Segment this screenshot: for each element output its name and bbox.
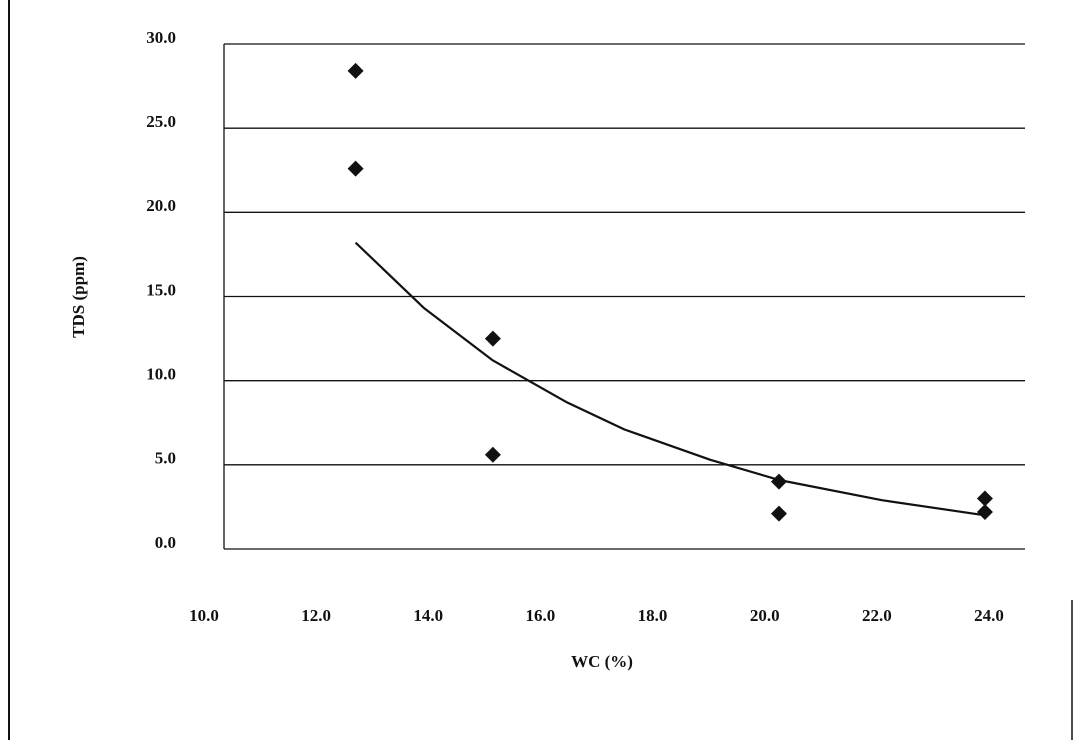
- x-tick-label: 10.0: [189, 606, 219, 625]
- x-tick-label: 18.0: [638, 606, 668, 625]
- data-point: [347, 62, 364, 79]
- y-tick-label: 30.0: [146, 28, 176, 47]
- data-point: [976, 490, 993, 507]
- data-point: [976, 503, 993, 520]
- x-tick-label: 14.0: [413, 606, 443, 625]
- y-tick-label: 20.0: [146, 196, 176, 215]
- data-point: [484, 446, 501, 463]
- x-tick-label: 24.0: [974, 606, 1004, 625]
- y-tick-label: 5.0: [155, 449, 176, 468]
- data-point: [770, 505, 787, 522]
- y-tick-label: 25.0: [146, 112, 176, 131]
- y-axis-label: TDS (ppm): [69, 256, 88, 338]
- data-point: [347, 160, 364, 177]
- y-tick-label: 0.0: [155, 533, 176, 552]
- x-tick-label: 16.0: [526, 606, 556, 625]
- x-tick-label: 22.0: [862, 606, 892, 625]
- trend-line: [354, 241, 986, 517]
- data-point: [484, 330, 501, 347]
- x-axis-label: WC (%): [571, 652, 633, 671]
- x-tick-label: 20.0: [750, 606, 780, 625]
- x-tick-label: 12.0: [301, 606, 331, 625]
- y-tick-label: 10.0: [146, 365, 176, 384]
- y-tick-label: 15.0: [146, 280, 176, 299]
